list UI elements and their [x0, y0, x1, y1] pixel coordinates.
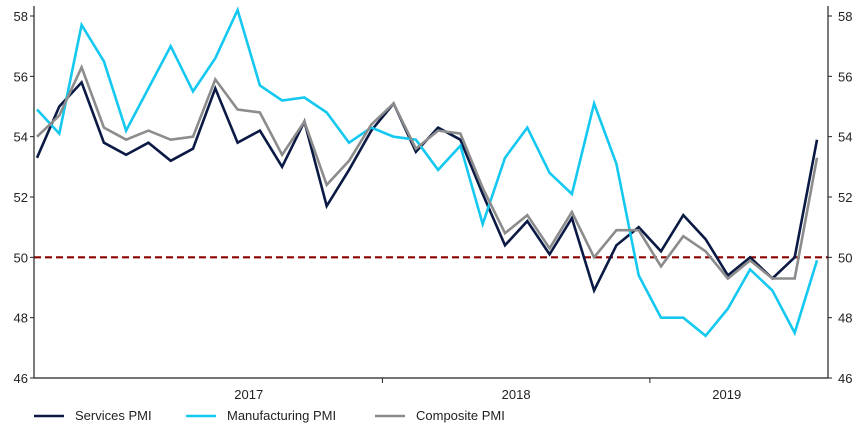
- y-tick-label-left: 52: [14, 190, 28, 205]
- y-tick-label-right: 56: [838, 69, 852, 84]
- y-tick-label-left: 48: [14, 311, 28, 326]
- y-tick-label-left: 56: [14, 69, 28, 84]
- legend: Services PMI Manufacturing PMI Composite P…: [34, 408, 505, 423]
- y-tick-label-right: 50: [838, 250, 852, 265]
- y-tick-label-left: 50: [14, 250, 28, 265]
- series-line-services-pmi: [35, 79, 819, 295]
- series-layer: [35, 6, 819, 338]
- y-tick-label-right: 46: [838, 371, 852, 386]
- y-tick-label-right: 58: [838, 9, 852, 24]
- legend-label: Manufacturing PMI: [227, 408, 336, 423]
- x-tick-label: 2019: [712, 387, 741, 402]
- legend-label: Composite PMI: [416, 408, 505, 423]
- legend-label: Services PMI: [75, 408, 152, 423]
- y-tick-label-right: 54: [838, 130, 852, 145]
- y-tick-label-left: 58: [14, 9, 28, 24]
- y-tick-label-right: 52: [838, 190, 852, 205]
- series-line-manufacturing-pmi: [36, 6, 819, 338]
- series-line-composite-pmi: [36, 63, 819, 281]
- y-tick-label-left: 54: [14, 130, 28, 145]
- x-tick-label: 2017: [234, 387, 263, 402]
- y-tick-label-left: 46: [14, 371, 28, 386]
- x-tick-label: 2018: [502, 387, 531, 402]
- axes-layer: 46 46 48 48 50 50 52 52 54 54 56 56 58 58 2017 2018 2019: [14, 6, 852, 402]
- y-tick-label-right: 48: [838, 311, 852, 326]
